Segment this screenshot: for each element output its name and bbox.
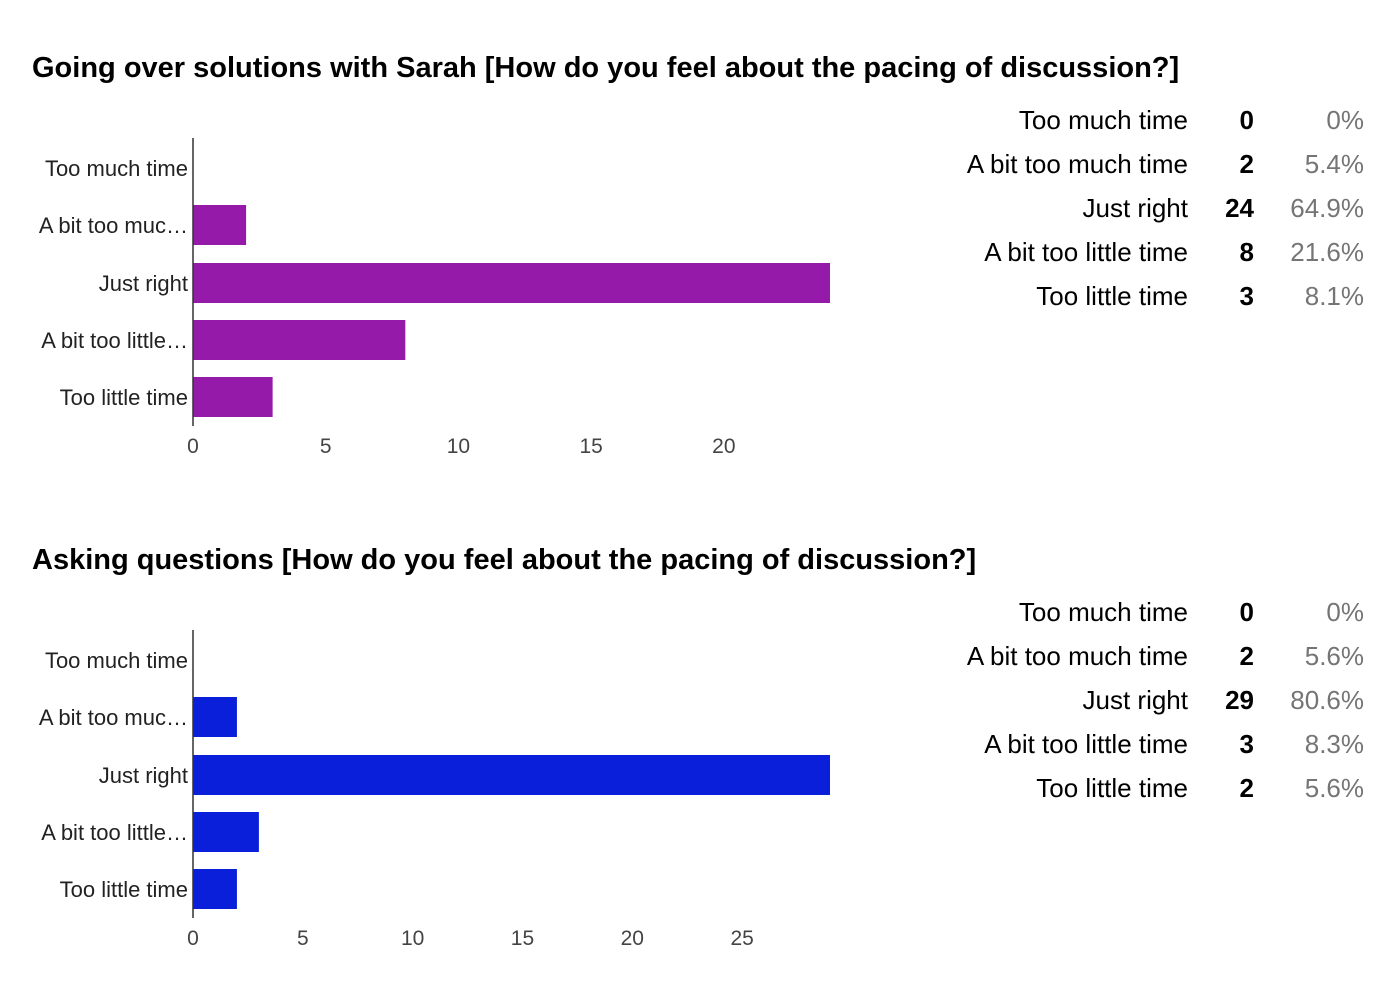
summary-percent: 5.6% bbox=[1304, 641, 1364, 671]
summary-count: 0 bbox=[1239, 105, 1254, 135]
summary-count: 3 bbox=[1239, 281, 1254, 311]
summary-percent: 8.3% bbox=[1304, 729, 1364, 759]
summary-percent: 21.6% bbox=[1290, 237, 1364, 267]
chart-section-questions: Asking questions [How do you feel about … bbox=[0, 492, 1400, 982]
summary-label: Too much time bbox=[1018, 105, 1188, 135]
bar bbox=[193, 869, 237, 909]
summary-count: 29 bbox=[1225, 685, 1254, 715]
bar bbox=[193, 697, 237, 737]
summary-count: 2 bbox=[1239, 641, 1254, 671]
x-tick-label: 5 bbox=[320, 435, 332, 458]
x-tick-label: 15 bbox=[579, 435, 602, 458]
summary-percent: 5.6% bbox=[1304, 773, 1364, 803]
summary-label: Too little time bbox=[1036, 281, 1188, 311]
summary-row: A bit too little time 3 8.3% bbox=[0, 729, 1400, 759]
summary-percent: 8.1% bbox=[1304, 281, 1364, 311]
summary-label: Too little time bbox=[1036, 773, 1188, 803]
bar bbox=[193, 205, 247, 245]
category-label: Just right bbox=[99, 763, 188, 788]
bar bbox=[193, 320, 406, 360]
summary-row: Just right 29 80.6% bbox=[0, 685, 1400, 715]
x-tick-label: 20 bbox=[712, 435, 735, 458]
category-label: A bit too little… bbox=[41, 328, 188, 353]
category-label: Too little time bbox=[60, 385, 188, 410]
summary-count: 8 bbox=[1239, 237, 1254, 267]
bar bbox=[193, 755, 830, 795]
summary-row: A bit too much time 2 5.6% bbox=[0, 641, 1400, 671]
summary-row: Too little time 2 5.6% bbox=[0, 773, 1400, 803]
summary-row: Too little time 3 8.1% bbox=[0, 281, 1400, 311]
bar-chart: Too much time A bit too muc… Just right A b… bbox=[39, 138, 830, 458]
summary-row: A bit too little time 8 21.6% bbox=[0, 237, 1400, 267]
x-tick-label: 0 bbox=[187, 435, 199, 458]
category-label: A bit too muc… bbox=[39, 705, 188, 730]
bar-chart: Too much time A bit too muc… Just right A b… bbox=[39, 630, 830, 950]
category-label: A bit too little… bbox=[41, 820, 188, 845]
summary-label: Just right bbox=[1082, 193, 1189, 223]
chart-section-solutions: Going over solutions with Sarah [How do … bbox=[0, 0, 1400, 490]
x-tick-label: 10 bbox=[401, 927, 424, 950]
category-label: Too much time bbox=[45, 648, 188, 673]
summary-percent: 5.4% bbox=[1304, 149, 1364, 179]
x-tick-label: 5 bbox=[297, 927, 309, 950]
summary-count: 2 bbox=[1239, 149, 1254, 179]
category-label: Too little time bbox=[60, 877, 188, 902]
summary-row: A bit too much time 2 5.4% bbox=[0, 149, 1400, 179]
summary-percent: 0% bbox=[1326, 105, 1364, 135]
bar bbox=[193, 812, 259, 852]
chart-title: Going over solutions with Sarah [How do … bbox=[32, 52, 1180, 84]
summary-row: Too much time 0 0% bbox=[0, 105, 1400, 135]
bar bbox=[193, 377, 273, 417]
summary-label: A bit too little time bbox=[984, 729, 1188, 759]
category-label: Too much time bbox=[45, 156, 188, 181]
category-label: A bit too muc… bbox=[39, 213, 188, 238]
summary-label: Too much time bbox=[1018, 597, 1188, 627]
x-tick-label: 10 bbox=[447, 435, 470, 458]
x-tick-label: 15 bbox=[511, 927, 534, 950]
category-label: Just right bbox=[99, 271, 188, 296]
chart-title: Asking questions [How do you feel about … bbox=[32, 544, 977, 576]
summary-percent: 80.6% bbox=[1290, 685, 1364, 715]
summary-count: 2 bbox=[1239, 773, 1254, 803]
summary-label: Just right bbox=[1082, 685, 1189, 715]
x-tick-label: 25 bbox=[730, 927, 753, 950]
summary-label: A bit too little time bbox=[984, 237, 1188, 267]
summary-count: 24 bbox=[1225, 193, 1254, 223]
summary-percent: 64.9% bbox=[1290, 193, 1364, 223]
summary-row: Just right 24 64.9% bbox=[0, 193, 1400, 223]
summary-row: Too much time 0 0% bbox=[0, 597, 1400, 627]
summary-count: 3 bbox=[1239, 729, 1254, 759]
x-tick-label: 0 bbox=[187, 927, 199, 950]
bar bbox=[193, 263, 830, 303]
summary-percent: 0% bbox=[1326, 597, 1364, 627]
summary-label: A bit too much time bbox=[966, 641, 1188, 671]
summary-label: A bit too much time bbox=[966, 149, 1188, 179]
x-tick-label: 20 bbox=[621, 927, 644, 950]
summary-count: 0 bbox=[1239, 597, 1254, 627]
